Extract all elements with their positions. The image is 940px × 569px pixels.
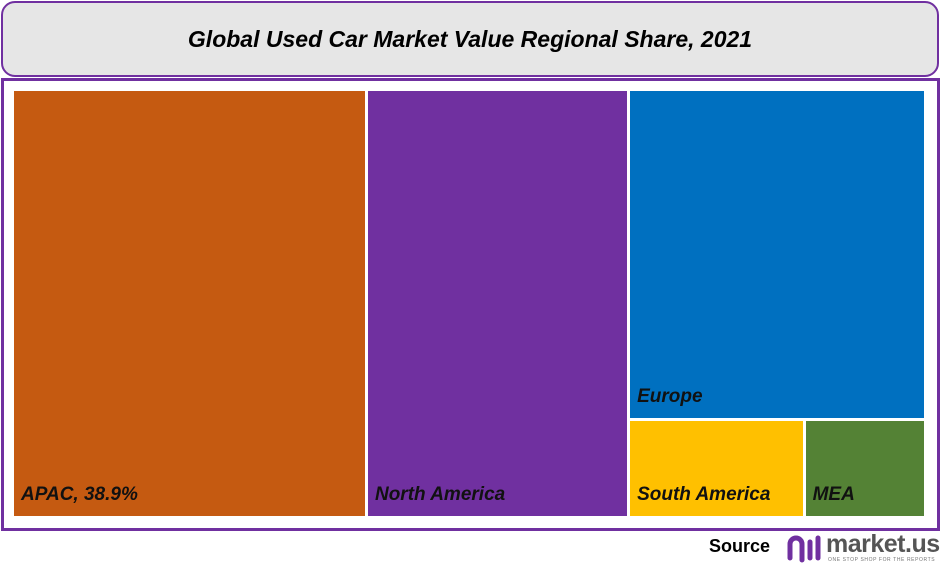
tile-label: North America <box>374 484 506 505</box>
tile-label: MEA <box>812 483 855 505</box>
tile-mea: MEA <box>805 421 924 516</box>
tile-south-america: South America <box>630 421 803 516</box>
tile-label: Europe <box>637 386 703 408</box>
tile-label: APAC, 38.9% <box>21 484 138 505</box>
market-us-logo: market.us ONE STOP SHOP FOR THE REPORTS <box>786 530 940 564</box>
tile-north-america: North America <box>367 91 628 516</box>
source-label: Source <box>709 536 771 556</box>
tile-apac: APAC, 38.9% <box>14 91 365 516</box>
chart-title: Global Used Car Market Value Regional Sh… <box>187 25 753 52</box>
treemap-plot: APAC, 38.9% North America Europe South Amer… <box>14 91 924 516</box>
tile-label: South America <box>637 483 771 505</box>
title-box: Global Used Car Market Value Regional Sh… <box>1 1 939 77</box>
logo-mark-icon <box>787 535 821 563</box>
logo-tagline: ONE STOP SHOP FOR THE REPORTS <box>828 557 936 563</box>
logo-text: market.us <box>826 530 940 558</box>
tile-europe: Europe <box>630 91 924 419</box>
